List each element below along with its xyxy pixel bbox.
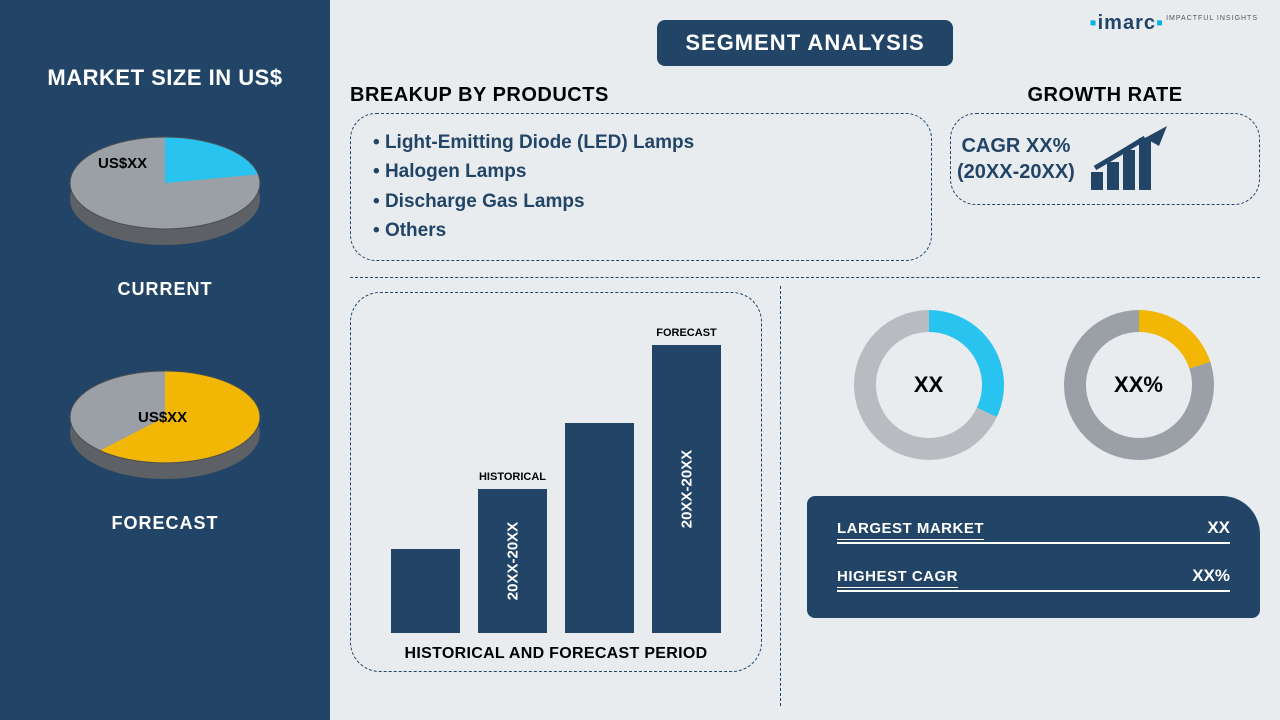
main-panel: ▪imarc▪IMPACTFUL INSIGHTS SEGMENT ANALYS… — [330, 0, 1280, 720]
donut-value: XX% — [1064, 310, 1214, 460]
sidebar: MARKET SIZE IN US$ US$XX CURRENT US$XX F… — [0, 0, 330, 720]
stat-row: HIGHEST CAGR XX% — [837, 566, 1230, 586]
historical-box: HISTORICAL20XX-20XX FORECAST20XX-20XX HIS… — [350, 292, 762, 672]
donut-chart: XX — [854, 310, 1004, 460]
pie-value: US$XX — [138, 409, 187, 426]
breakup-section: BREAKUP BY PRODUCTS Light-Emitting Diode… — [350, 84, 932, 261]
product-list: Light-Emitting Diode (LED) LampsHalogen … — [373, 128, 909, 246]
pie-chart: US$XX — [60, 355, 270, 495]
stats-card: LARGEST MARKET XX HIGHEST CAGR XX% — [807, 496, 1260, 618]
product-item: Halogen Lamps — [373, 157, 909, 186]
product-item: Light-Emitting Diode (LED) Lamps — [373, 128, 909, 157]
bar — [391, 549, 460, 633]
logo-dot-icon: ▪ — [1090, 12, 1098, 34]
breakup-box: Light-Emitting Diode (LED) LampsHalogen … — [350, 113, 932, 261]
bar: HISTORICAL20XX-20XX — [478, 489, 547, 633]
growth-box: CAGR XX% (20XX-20XX) — [950, 113, 1260, 205]
pie-chart: US$XX — [60, 121, 270, 261]
product-item: Discharge Gas Lamps — [373, 187, 909, 216]
donut-chart: XX% — [1064, 310, 1214, 460]
metrics-column: XX XX% LARGEST MARKET XX HIGHEST CAGR XX% — [781, 292, 1260, 706]
pie-label: FORECAST — [60, 513, 270, 534]
stat-label: LARGEST MARKET — [837, 520, 1193, 537]
historical-bars: HISTORICAL20XX-20XX FORECAST20XX-20XX — [391, 333, 721, 633]
sidebar-heading: MARKET SIZE IN US$ — [47, 65, 282, 91]
brand-logo: ▪imarc▪IMPACTFUL INSIGHTS — [1090, 12, 1258, 35]
bar: FORECAST20XX-20XX — [652, 345, 721, 633]
stat-underline — [837, 542, 1230, 544]
bar — [565, 423, 634, 633]
donut-value: XX — [854, 310, 1004, 460]
product-item: Others — [373, 216, 909, 245]
pie-label: CURRENT — [60, 279, 270, 300]
breakup-heading: BREAKUP BY PRODUCTS — [350, 84, 932, 107]
donut-row: XX XX% — [807, 310, 1260, 460]
pie-value: US$XX — [98, 155, 147, 172]
page-title: SEGMENT ANALYSIS — [657, 20, 952, 66]
stat-value: XX% — [1192, 566, 1230, 586]
cagr-text: CAGR XX% (20XX-20XX) — [957, 133, 1075, 185]
historical-column: HISTORICAL20XX-20XX FORECAST20XX-20XX HIS… — [350, 292, 780, 706]
historical-title: HISTORICAL AND FORECAST PERIOD — [351, 645, 761, 663]
stat-value: XX — [1207, 518, 1230, 538]
stat-row: LARGEST MARKET XX — [837, 518, 1230, 538]
growth-chart-icon — [1089, 124, 1175, 194]
growth-section: GROWTH RATE CAGR XX% (20XX-20XX) — [950, 84, 1260, 261]
growth-heading: GROWTH RATE — [950, 84, 1260, 107]
stat-underline — [837, 590, 1230, 592]
stat-label: HIGHEST CAGR — [837, 568, 1178, 585]
